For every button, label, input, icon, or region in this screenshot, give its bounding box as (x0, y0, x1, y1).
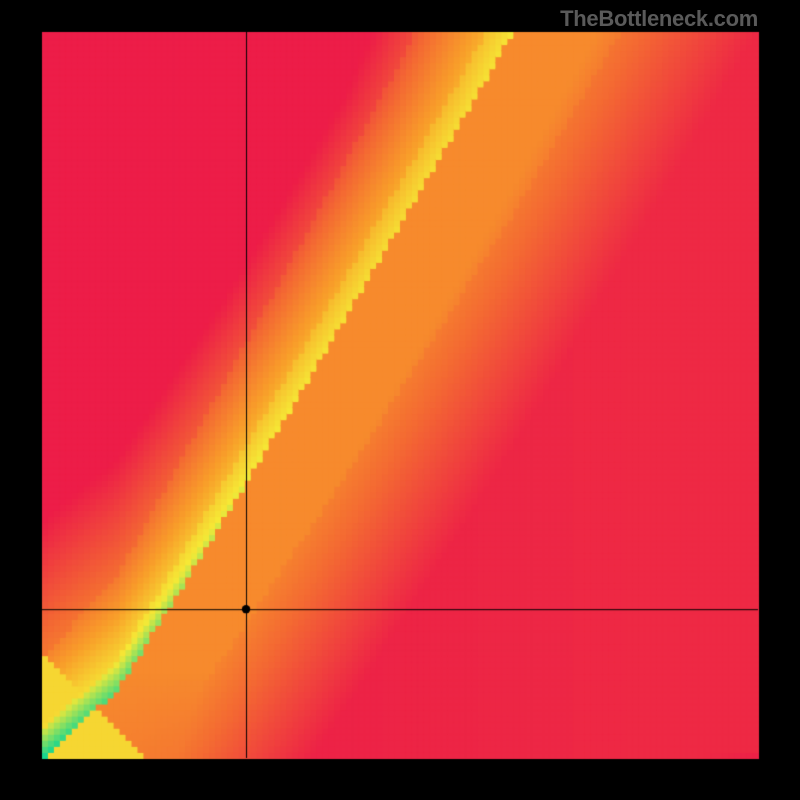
bottleneck-heatmap (0, 0, 800, 800)
watermark-text: TheBottleneck.com (560, 6, 758, 32)
chart-container: TheBottleneck.com (0, 0, 800, 800)
